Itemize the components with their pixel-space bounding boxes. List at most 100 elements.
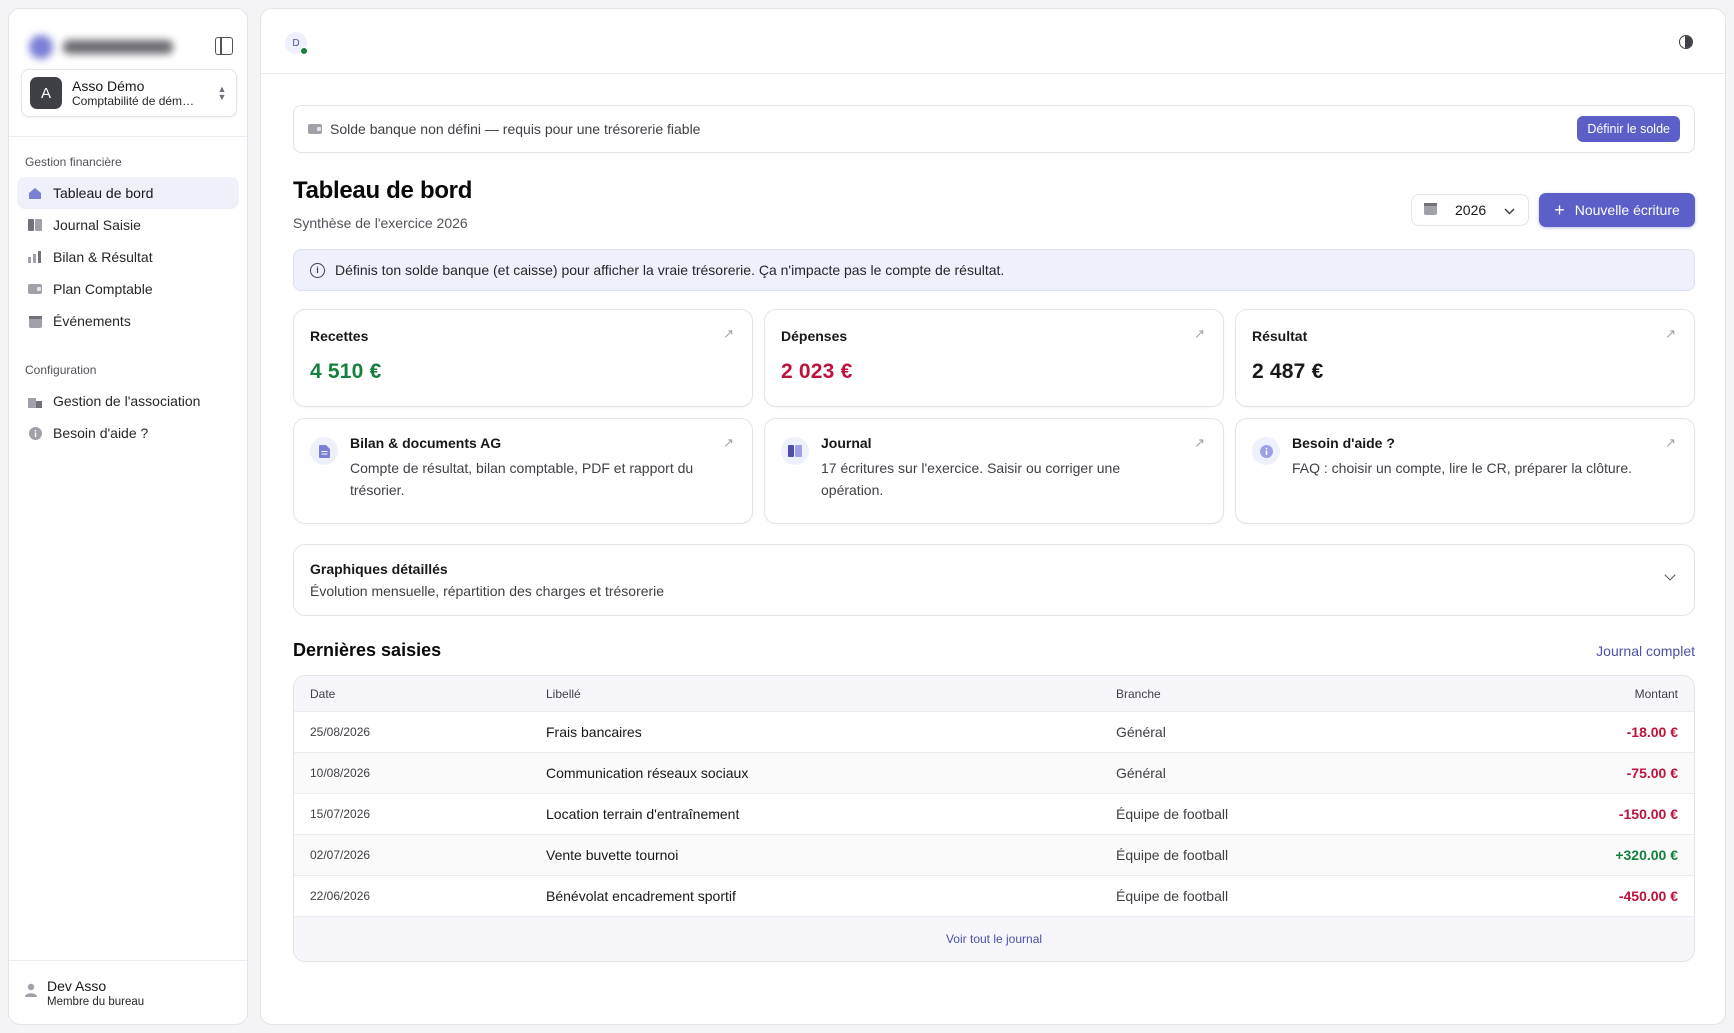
link-card-bilan[interactable]: Bilan & documents AG Compte de résultat,… [293,418,753,524]
dashboard-icon [27,186,43,200]
charts-panel-desc: Évolution mensuelle, répartition des cha… [310,583,665,599]
detailed-charts-panel[interactable]: Graphiques détaillés Évolution mensuelle… [293,544,1695,616]
theme-toggle-icon[interactable] [1679,35,1693,49]
sidebar-item-journal[interactable]: Journal Saisie [17,209,239,241]
user-menu[interactable]: Dev Asso Membre du bureau [9,960,247,1024]
kpi-card-depenses[interactable]: Dépenses 2 023 € ↗ [764,309,1224,407]
cell-label: Frais bancaires [546,724,642,740]
kpi-card-resultat[interactable]: Résultat 2 487 € ↗ [1235,309,1695,407]
sidebar-item-bilan[interactable]: Bilan & Résultat [17,241,239,273]
year-select[interactable]: 2026 [1411,194,1529,226]
recent-entries-table: Date Libellé Branche Montant 25/08/2026 … [293,675,1695,962]
arrow-up-right-icon: ↗ [1665,326,1676,341]
sidebar-item-label: Bilan & Résultat [53,249,153,265]
column-header-label: Libellé [546,686,581,701]
cell-branch: Équipe de football [1116,847,1229,863]
link-card-title: Besoin d'aide ? [1292,435,1395,451]
arrow-up-right-icon: ↗ [1665,435,1676,450]
document-icon [310,437,338,465]
recent-entries-header: Dernières saisies Journal complet [293,640,1695,661]
page-subtitle: Synthèse de l'exercice 2026 [293,215,468,231]
page-content: Solde banque non défini — requis pour un… [293,105,1695,962]
cell-branch: Général [1116,765,1166,781]
new-entry-button[interactable]: + Nouvelle écriture [1539,193,1695,227]
arrow-up-right-icon: ↗ [723,326,734,341]
cell-amount: -75.00 € [1626,765,1678,781]
page-title: Tableau de bord [293,177,473,204]
sidebar-item-label: Gestion de l'association [53,393,201,409]
app-logo [29,27,189,67]
arrow-up-right-icon: ↗ [1194,326,1205,341]
sidebar-item-aide[interactable]: Besoin d'aide ? [17,417,239,449]
org-subtitle: Comptabilité de démonstration [72,94,200,108]
column-header-amount: Montant [1634,686,1678,701]
cell-amount: +320.00 € [1615,847,1678,863]
cell-amount: -18.00 € [1626,724,1678,740]
arrow-up-right-icon: ↗ [723,435,734,450]
cell-date: 22/06/2026 [310,889,371,903]
avatar-initial: D [292,37,300,49]
chevron-down-icon [1504,202,1515,218]
arrow-up-right-icon: ↗ [1194,435,1205,450]
sidebar-item-plan-comptable[interactable]: Plan Comptable [17,273,239,305]
cell-label: Communication réseaux sociaux [546,765,749,781]
cell-branch: Équipe de football [1116,806,1229,822]
kpi-card-recettes[interactable]: Recettes 4 510 € ↗ [293,309,753,407]
bank-alert-text: Solde banque non défini — requis pour un… [330,121,701,137]
table-row[interactable]: 15/07/2026 Location terrain d'entraîneme… [294,794,1694,835]
year-value: 2026 [1455,202,1487,218]
kpi-label: Dépenses [781,328,848,344]
table-row[interactable]: 25/08/2026 Frais bancaires Général -18.0… [294,712,1694,753]
user-role: Membre du bureau [47,995,145,1008]
link-card-journal[interactable]: Journal 17 écritures sur l'exercice. Sai… [764,418,1224,524]
chart-bars-icon [27,250,43,264]
column-header-date: Date [310,686,336,701]
sidebar-toggle-icon[interactable] [215,37,233,55]
full-journal-link[interactable]: Journal complet [1596,642,1695,659]
info-icon [1252,437,1280,465]
cell-amount: -150.00 € [1618,806,1678,822]
book-icon [781,437,809,465]
table-row[interactable]: 02/07/2026 Vente buvette tournoi Équipe … [294,835,1694,876]
table-header: Date Libellé Branche Montant [294,676,1694,712]
book-icon [27,218,43,232]
chevron-up-down-icon: ▲ ▼ [217,84,227,102]
main-panel: D Solde banque non défini — requis pour … [260,8,1726,1025]
plus-icon: + [1554,200,1565,220]
calendar-icon [1424,202,1437,218]
cell-branch: Équipe de football [1116,888,1229,904]
kpi-value: 2 023 € [781,360,853,383]
link-card-desc: Compte de résultat, bilan comptable, PDF… [350,460,694,498]
link-card-desc: FAQ : choisir un compte, lire le CR, pré… [1292,460,1633,476]
topbar: D [261,9,1725,74]
table-row[interactable]: 22/06/2026 Bénévolat encadrement sportif… [294,876,1694,917]
view-all-journal-link[interactable]: Voir tout le journal [294,917,1694,961]
link-card-aide[interactable]: Besoin d'aide ? FAQ : choisir un compte,… [1235,418,1695,524]
table-row[interactable]: 10/08/2026 Communication réseaux sociaux… [294,753,1694,794]
page-header: Tableau de bord Synthèse de l'exercice 2… [293,177,1695,241]
sidebar-item-dashboard[interactable]: Tableau de bord [17,177,239,209]
org-switcher[interactable]: A Asso Démo Comptabilité de démonstratio… [21,69,237,117]
calendar-icon [27,314,43,328]
bank-balance-alert: Solde banque non défini — requis pour un… [293,105,1695,153]
avatar[interactable]: D [285,32,308,55]
link-card-desc: 17 écritures sur l'exercice. Saisir ou c… [821,460,1121,498]
sidebar-item-evenements[interactable]: Événements [17,305,239,337]
kpi-value: 2 487 € [1252,360,1324,383]
sidebar-item-label: Besoin d'aide ? [53,425,149,441]
sidebar-item-gestion-association[interactable]: Gestion de l'association [17,385,239,417]
kpi-label: Recettes [310,328,369,344]
org-avatar: A [30,77,62,109]
wallet-icon [308,124,322,134]
cell-date: 10/08/2026 [310,766,371,780]
cell-label: Location terrain d'entraînement [546,806,740,822]
building-icon [27,394,43,408]
user-name: Dev Asso [47,977,107,994]
kpi-label: Résultat [1252,328,1308,344]
kpi-value: 4 510 € [310,360,382,383]
define-balance-button[interactable]: Définir le solde [1577,116,1680,142]
sidebar-item-label: Événements [53,313,131,329]
nav-section-title: Configuration [25,363,97,377]
info-icon: i [310,262,325,278]
cell-date: 25/08/2026 [310,725,371,739]
